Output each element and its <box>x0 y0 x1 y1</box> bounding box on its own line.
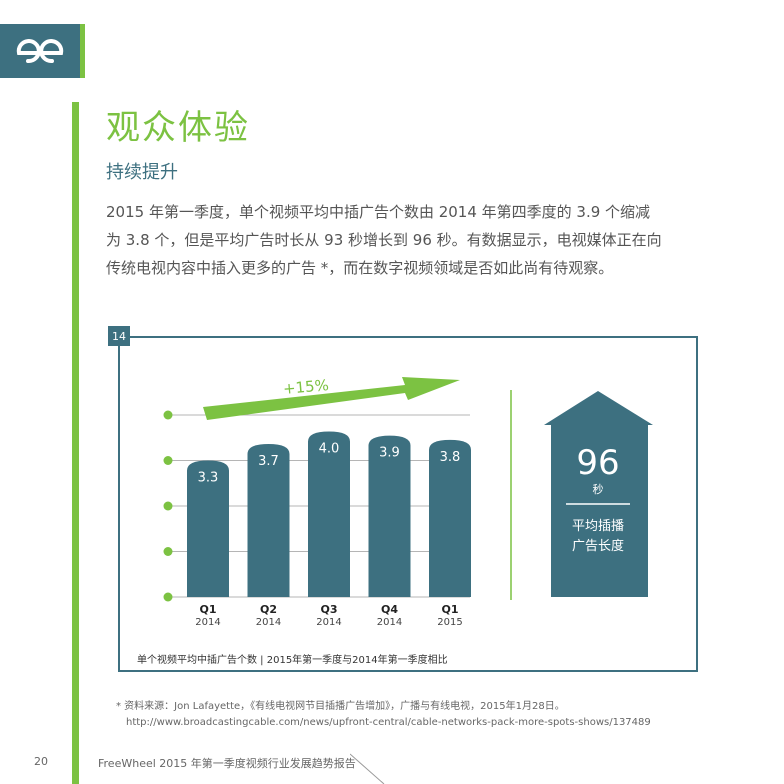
stat-label: 平均插播 <box>572 519 624 534</box>
bar <box>429 439 471 597</box>
footer-divider <box>350 753 385 784</box>
gridline-dot <box>163 456 173 465</box>
x-tick-label: Q2 <box>260 603 277 616</box>
x-tick-label: Q1 <box>199 603 216 616</box>
stat-card <box>544 391 653 597</box>
bar-value-label: 3.9 <box>379 446 400 461</box>
x-tick-label: Q3 <box>320 603 337 616</box>
page-subtitle: 持续提升 <box>106 162 178 183</box>
intro-paragraph: 2015 年第一季度，单个视频平均中插广告个数由 2014 年第四季度的 3.9… <box>106 198 706 282</box>
bar <box>187 460 229 597</box>
bar <box>308 431 350 597</box>
stat-unit: 秒 <box>593 482 604 496</box>
footnote-source: * 资料来源：Jon Lafayette，《有线电视网节目插播广告增加》，广播与… <box>116 701 565 712</box>
chart-frame <box>118 336 698 672</box>
bar-value-label: 3.7 <box>258 454 279 469</box>
gridline-dot <box>163 592 173 602</box>
bar-value-label: 3.3 <box>198 471 219 486</box>
x-tick-year: 2014 <box>316 617 341 628</box>
bar <box>368 435 411 597</box>
footer-report-title: FreeWheel 2015 年第一季度视频行业发展趋势报告 <box>98 757 356 770</box>
intro-line: 2015 年第一季度，单个视频平均中插广告个数由 2014 年第四季度的 3.9… <box>106 203 651 221</box>
stat-value: 96 <box>576 443 619 483</box>
gridline-dot <box>163 410 173 420</box>
stat-label: 广告长度 <box>572 538 624 554</box>
gridline-dot <box>163 547 173 556</box>
freewheel-logo <box>0 24 85 78</box>
page-number: 20 <box>34 755 48 768</box>
growth-arrow <box>203 377 460 420</box>
x-tick-year: 2014 <box>256 617 281 628</box>
bar-value-label: 4.0 <box>319 442 340 457</box>
bar-value-label: 3.8 <box>440 450 461 465</box>
bar <box>247 443 290 597</box>
x-tick-year: 2015 <box>437 617 462 628</box>
gridline-dot <box>163 501 173 511</box>
footnote: * 资料来源：Jon Lafayette，《有线电视网节目插播广告增加》，广播与… <box>116 699 651 731</box>
chart-caption: 单个视频平均中插广告个数 | 2015年第一季度与2014年第一季度相比 <box>137 655 448 666</box>
freewheel-logo-icon <box>16 39 64 64</box>
x-tick-label: Q4 <box>381 603 398 616</box>
x-tick-year: 2014 <box>195 617 220 628</box>
figure-number: 14 <box>108 326 130 346</box>
accent-rule <box>72 102 79 784</box>
x-tick-label: Q1 <box>441 603 458 616</box>
intro-line: 传统电视内容中插入更多的广告 *，而在数字视频领域是否如此尚有待观察。 <box>106 259 614 277</box>
footnote-url[interactable]: http://www.broadcastingcable.com/news/up… <box>126 717 651 728</box>
page-title: 观众体验 <box>106 108 250 148</box>
x-tick-year: 2014 <box>377 617 402 628</box>
intro-line: 为 3.8 个，但是平均广告时长从 93 秒增长到 96 秒。有数据显示，电视媒… <box>106 231 662 249</box>
growth-annotation: +15% <box>282 376 329 398</box>
